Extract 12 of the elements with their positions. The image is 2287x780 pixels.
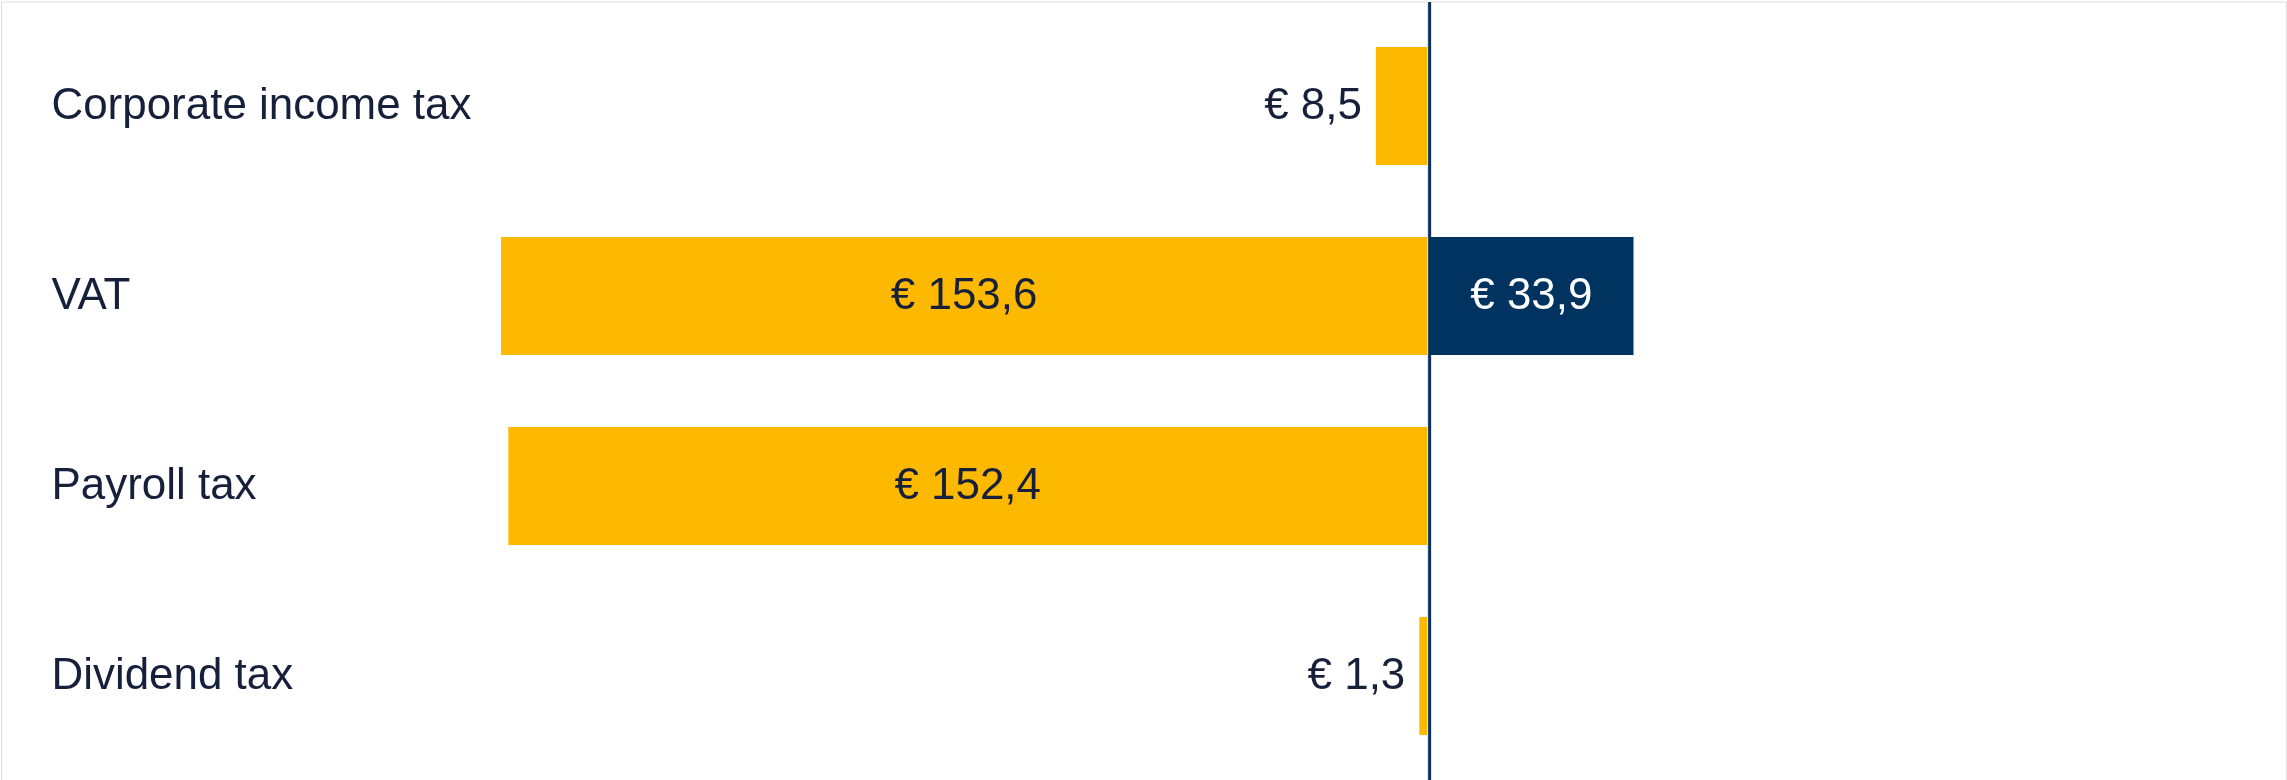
data-label: € 153,6 [890,268,1038,318]
y-tick-label: Corporate income tax [51,78,472,128]
data-label: € 8,5 [1264,78,1362,128]
bar [1419,617,1428,735]
data-label: € 33,9 [1470,268,1593,318]
y-tick-label: Dividend tax [51,648,294,698]
data-label: € 152,4 [894,458,1042,508]
y-tick-label: Payroll tax [51,458,257,508]
bar [508,427,1428,545]
data-label: € 1,3 [1307,648,1406,698]
y-tick-label: VAT [51,268,131,318]
bar [1375,47,1428,165]
